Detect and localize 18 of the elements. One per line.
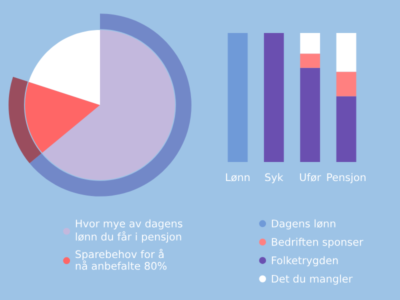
- legend-label: Det du mangler: [272, 274, 353, 285]
- bar: [300, 33, 320, 54]
- x-tick-label: Syk: [265, 173, 284, 184]
- bar: [336, 72, 356, 96]
- bar: [228, 33, 248, 162]
- bar: [300, 54, 320, 68]
- legend-label: Dagens lønn: [272, 219, 336, 230]
- bar: [264, 33, 284, 162]
- legend-label: Hvor mye av dagens lønn du får i pensjon: [76, 219, 182, 243]
- legend-label: Folketrygden: [272, 256, 338, 266]
- bar: [300, 68, 320, 162]
- x-tick-label: Pensjon: [327, 173, 366, 184]
- legend-label: Sparebehov for å nå anbefalte 80%: [76, 248, 167, 270]
- bar: [336, 33, 356, 72]
- bar: [336, 96, 356, 162]
- x-tick-label: Lønn: [226, 173, 250, 182]
- x-tick-label: Ufør: [300, 173, 322, 182]
- legend-label: Bedriften sponser: [272, 238, 364, 248]
